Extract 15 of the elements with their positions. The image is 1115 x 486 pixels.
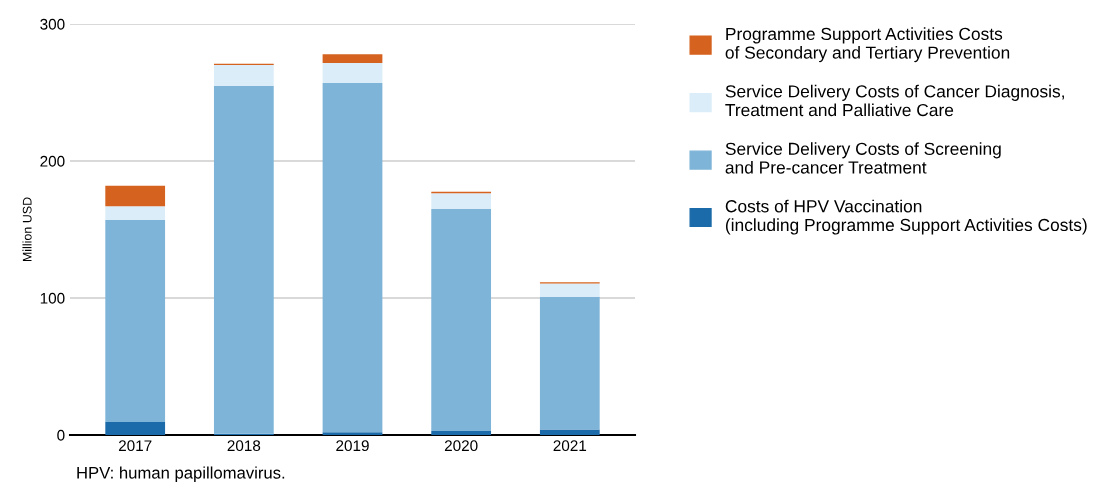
legend-label: Service Delivery Costs of Screening and Pre-cancer Treatment: [725, 142, 1001, 174]
x-tick-label: 2020: [444, 440, 478, 452]
y-axis-title: Million USD: [22, 197, 32, 262]
y-tick-label: 0: [57, 429, 65, 441]
legend-label: Service Delivery Costs of Cancer Diagnosis, Treatment and Palliative Care: [725, 84, 1064, 117]
legend-label: Programme Support Activities Costs of Secondary and Tertiary Prevention: [725, 27, 1010, 63]
x-tick-label: 2018: [227, 440, 261, 452]
x-tick-label: 2019: [336, 440, 369, 452]
x-tick-label: 2017: [118, 440, 152, 452]
x-tick-label: 2021: [553, 440, 587, 452]
text: HPV: human papillomavirus.: [77, 466, 285, 482]
y-tick-label: 300: [40, 18, 65, 30]
legend-label: Costs of HPV Vaccination (including Programme Support Activities Costs): [725, 199, 1087, 235]
y-tick-label: 200: [40, 155, 65, 167]
y-tick-label: 100: [40, 292, 65, 304]
